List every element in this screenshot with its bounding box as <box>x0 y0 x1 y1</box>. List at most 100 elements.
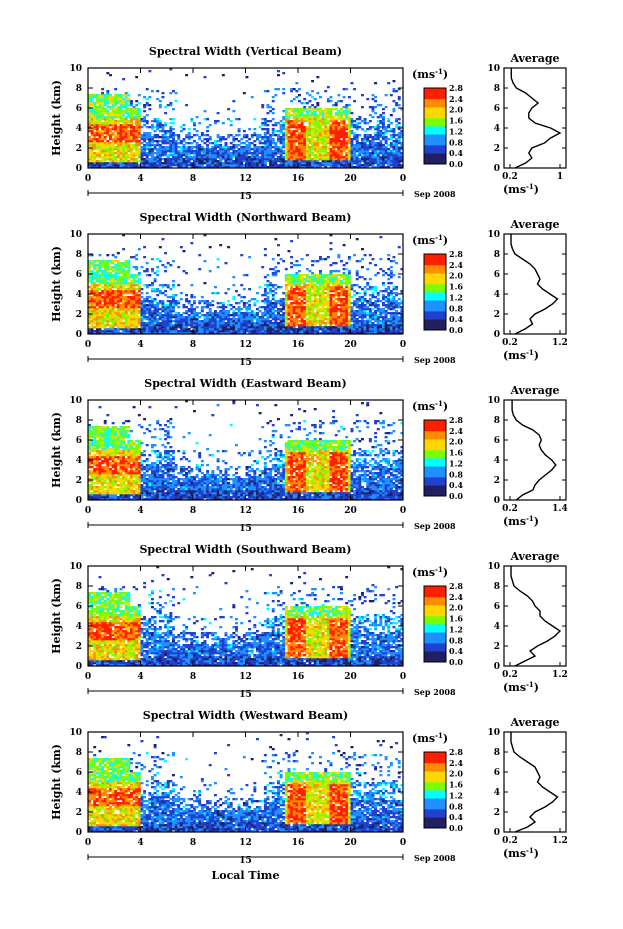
heatmap-cell <box>284 278 288 281</box>
heatmap-cell <box>258 134 262 137</box>
heatmap-cell <box>214 140 217 143</box>
heatmap-cell <box>303 326 307 329</box>
heatmap-cell <box>156 126 160 129</box>
heatmap-cell <box>187 330 191 333</box>
heatmap-cell <box>101 160 105 163</box>
heatmap-cell <box>88 302 91 305</box>
heatmap-cell <box>135 100 139 103</box>
heatmap-cell <box>395 118 399 121</box>
heatmap-cell <box>130 288 133 291</box>
heatmap-cell <box>116 270 120 273</box>
heatmap-cell <box>93 128 97 131</box>
heatmap-cell <box>290 308 294 311</box>
heatmap-cell <box>250 328 254 331</box>
heatmap-cell <box>179 142 183 145</box>
heatmap-cell <box>177 322 181 325</box>
heatmap-cell <box>122 112 126 115</box>
heatmap-cell <box>248 324 252 327</box>
heatmap-cell <box>95 326 99 329</box>
heatmap-cell <box>106 292 110 295</box>
heatmap-cell <box>143 324 147 327</box>
heatmap-cell <box>143 302 147 305</box>
heatmap-cell <box>137 274 141 277</box>
heatmap-cell <box>300 300 304 303</box>
heatmap-cell <box>88 164 91 167</box>
colorbar-segment <box>424 88 446 92</box>
heatmap-cell <box>263 288 267 291</box>
heatmap-cell <box>308 142 312 145</box>
heatmap-cell <box>103 144 107 147</box>
heatmap-cell <box>311 80 315 83</box>
heatmap-cell <box>114 108 118 111</box>
heatmap-cell <box>103 112 107 115</box>
heatmap-cell <box>284 330 288 333</box>
heatmap-cell <box>206 152 210 155</box>
heatmap-cell <box>263 124 267 127</box>
heatmap-cell <box>208 136 212 139</box>
heatmap-cell <box>106 330 110 333</box>
heatmap-cell <box>148 312 152 315</box>
heatmap-cell <box>185 300 189 303</box>
heatmap-cell <box>305 92 309 95</box>
heatmap-cell <box>90 158 94 161</box>
heatmap-cell <box>122 308 126 311</box>
heatmap-cell <box>277 328 280 331</box>
heatmap-cell <box>164 320 168 323</box>
heatmap-cell <box>237 324 241 327</box>
heatmap-cell <box>208 162 212 165</box>
heatmap-cell <box>269 328 273 331</box>
heatmap-cell <box>111 260 115 263</box>
heatmap-cell <box>295 148 299 151</box>
heatmap-cell <box>261 330 265 333</box>
heatmap-cell <box>211 304 215 307</box>
heatmap-cell <box>274 238 278 241</box>
heatmap-cell <box>266 298 270 301</box>
heatmap-cell <box>174 140 178 143</box>
heatmap-cell <box>319 284 322 287</box>
heatmap-cell <box>111 320 115 323</box>
heatmap-cell <box>248 150 252 153</box>
heatmap-cell <box>103 310 107 313</box>
heatmap-cell <box>284 306 288 309</box>
heatmap-cell <box>240 324 244 327</box>
heatmap-cell <box>295 312 299 315</box>
heatmap-cell <box>114 166 118 169</box>
heatmap-cell <box>132 162 136 165</box>
heatmap-cell <box>195 312 199 315</box>
heatmap-cell <box>305 330 309 333</box>
heatmap-cell <box>274 150 278 153</box>
heatmap-cell <box>156 156 160 159</box>
heatmap-cell <box>342 120 346 123</box>
heatmap-cell <box>90 128 94 131</box>
heatmap-cell <box>334 144 338 147</box>
heatmap-cell <box>219 306 223 309</box>
heatmap-cell <box>122 272 126 275</box>
heatmap-cell <box>400 164 404 167</box>
heatmap-cell <box>389 114 393 117</box>
heatmap-cell <box>271 162 275 165</box>
heatmap-cell <box>298 328 301 331</box>
heatmap-cell <box>324 110 328 113</box>
heatmap-cell <box>379 162 383 165</box>
heatmap-cell <box>156 318 160 321</box>
heatmap-cell <box>98 104 102 107</box>
heatmap-cell <box>224 326 228 329</box>
heatmap-cell <box>290 136 294 139</box>
heatmap-cell <box>277 324 280 327</box>
heatmap-cell <box>311 122 315 125</box>
heatmap-cell <box>227 288 231 291</box>
heatmap-cell <box>232 320 236 323</box>
heatmap-cell <box>122 302 126 305</box>
heatmap-cell <box>269 320 273 323</box>
heatmap-cell <box>358 160 362 163</box>
heatmap-cell <box>326 108 330 111</box>
heatmap-cell <box>258 306 262 309</box>
heatmap-cell <box>143 104 147 107</box>
heatmap-cell <box>88 320 91 323</box>
heatmap-cell <box>224 160 228 163</box>
heatmap-cell <box>308 164 312 167</box>
heatmap-cell <box>145 122 149 125</box>
heatmap-cell <box>319 332 322 335</box>
heatmap-cell <box>248 256 252 259</box>
heatmap-cell <box>151 148 154 151</box>
